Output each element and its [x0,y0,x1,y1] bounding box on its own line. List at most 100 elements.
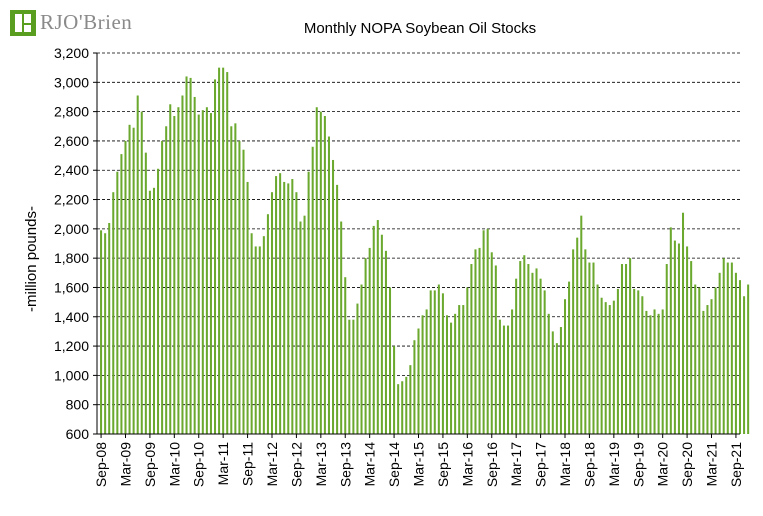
bar [527,264,530,434]
x-tick-label: Sep-17 [533,442,549,487]
y-tick-label: 1,800 [54,250,89,266]
bar [161,140,164,435]
x-tick-label: Sep-11 [240,442,256,486]
bar [136,95,139,434]
bar [559,327,562,434]
bar [523,255,526,434]
x-tick-label: Mar-16 [459,442,475,487]
bar [507,325,510,434]
bar [279,173,282,434]
bar [360,284,363,434]
bar [555,343,558,434]
bar [722,258,725,434]
x-tick-label: Sep-08 [93,442,109,487]
bar [710,299,713,434]
y-tick-label: 2,000 [54,221,89,237]
bar [551,331,554,434]
bar [128,124,131,435]
bar [323,116,326,434]
x-tick-label: Sep-20 [679,442,695,487]
bar [120,154,123,435]
bar [653,309,656,434]
bar [209,113,212,434]
bar [608,305,611,434]
bar [177,107,180,434]
bar [738,280,742,434]
bar [502,325,505,434]
bar [747,284,750,434]
bar [307,171,310,434]
y-tick-label: 1,200 [54,338,89,354]
bar [600,297,603,434]
y-tick-label: 2,400 [54,162,89,178]
bar [633,288,636,434]
bar [104,233,107,434]
bar [108,222,111,434]
bar [572,249,575,434]
x-tick-label: Mar-09 [117,442,133,487]
x-tick-label: Sep-19 [630,442,646,487]
bar [205,107,208,434]
bar [649,315,652,434]
axes [96,53,740,435]
bar [743,296,746,434]
bar [466,287,469,434]
bar [368,247,371,434]
bar [563,299,567,434]
bar [291,179,294,434]
bar [275,176,278,434]
bar [242,149,245,434]
bar [592,262,595,434]
bar [157,168,160,434]
bar [450,322,453,434]
bar [714,287,717,434]
bar [201,110,204,435]
bar [413,340,416,434]
bar [616,288,619,434]
bar [380,234,383,434]
x-tick-label: Sep-21 [728,442,744,487]
bar [437,284,440,434]
bar [515,278,518,434]
bar [494,265,497,434]
bar [730,262,733,434]
x-tick-label: Mar-14 [362,442,378,487]
x-tick-label: Sep-14 [386,442,402,487]
bar [734,272,737,434]
bar [543,290,546,434]
x-tick-label: Mar-15 [411,442,427,487]
bar [690,261,693,434]
y-tick-label: 1,000 [54,367,89,383]
bar [393,346,396,434]
bar [250,233,253,434]
bar [140,111,143,435]
bar [124,140,127,435]
bar [254,246,257,434]
bar [568,281,571,434]
bar [531,272,534,434]
chart-title: Monthly NOPA Soybean Oil Stocks [304,20,536,37]
y-tick-label: 600 [66,426,90,442]
bar [547,313,550,434]
y-axis-label: -million pounds- [23,206,40,312]
bar [535,268,538,434]
bar [303,215,306,434]
bar [100,230,103,434]
bar [181,95,184,434]
bar [519,261,522,434]
bar [604,302,607,434]
bar [295,192,298,434]
bar [165,126,168,435]
bar [214,79,217,434]
bar [458,305,461,434]
bar [454,313,457,434]
bar [625,264,628,434]
logo-wordmark: RJO'Brien [40,10,133,34]
bar [706,305,709,434]
bar [702,310,705,434]
bar [376,220,379,434]
bar [433,290,436,434]
bar [677,243,680,434]
x-tick-label: Mar-17 [508,442,524,487]
